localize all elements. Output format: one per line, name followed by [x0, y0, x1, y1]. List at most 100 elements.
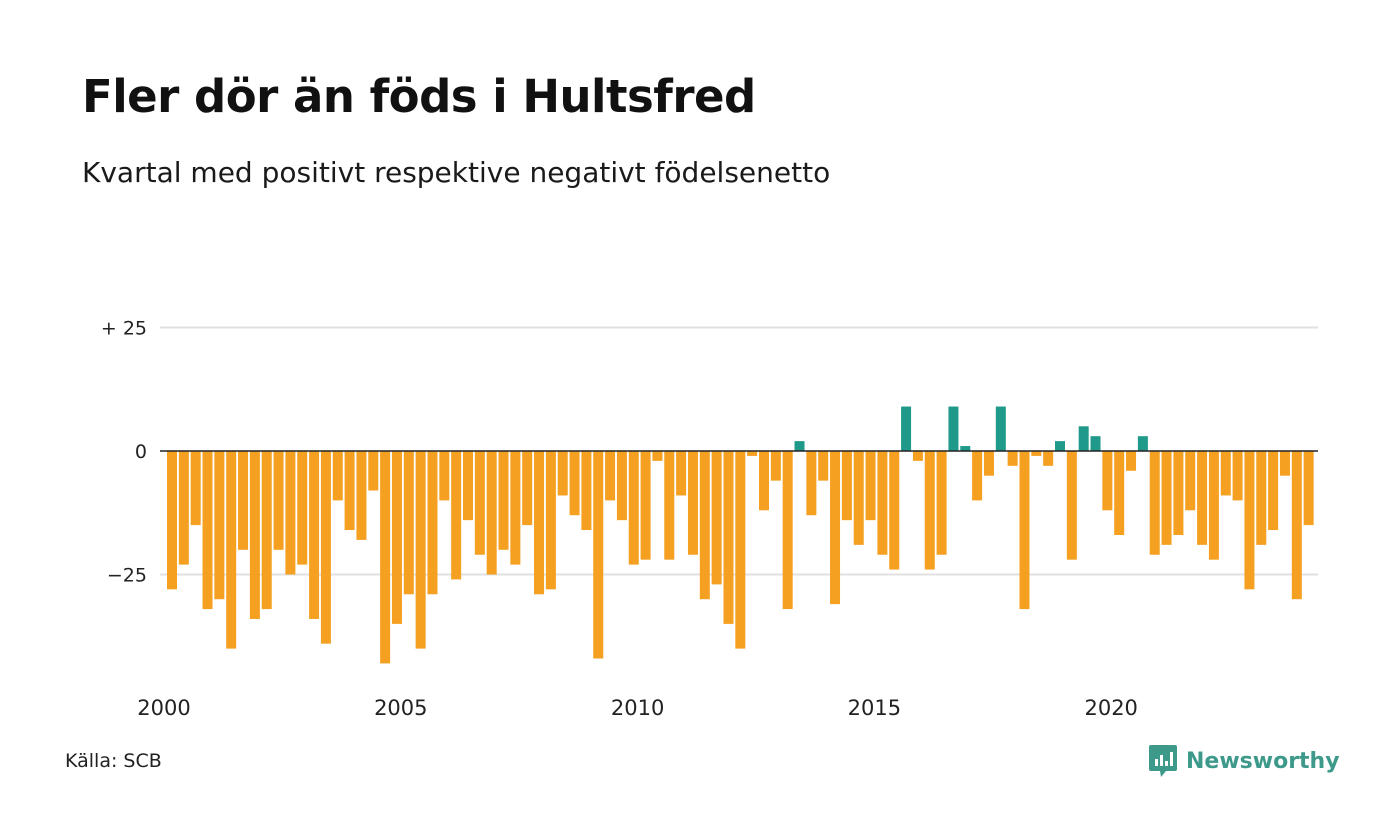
bar-2010-q1 — [640, 451, 651, 560]
bar-2009-q4 — [628, 451, 639, 565]
bar-2004-q3 — [380, 451, 391, 664]
bar-2000-q2 — [178, 451, 189, 565]
bar-2003-q3 — [332, 451, 343, 501]
bar-2011-q1 — [687, 451, 698, 555]
bar-2010-q3 — [664, 451, 675, 560]
bar-2019-q1 — [1066, 451, 1077, 560]
bar-2015-q4 — [912, 451, 923, 461]
bar-2014-q1 — [830, 451, 841, 605]
bar-2001-q2 — [226, 451, 237, 649]
bar-2017-q4 — [1007, 451, 1018, 466]
bar-2012-q4 — [770, 451, 781, 481]
bar-2023-q2 — [1268, 451, 1279, 531]
bar-2022-q3 — [1232, 451, 1243, 501]
bar-2013-q1 — [782, 451, 793, 610]
bar-2008-q2 — [557, 451, 568, 496]
bar-2024-q1 — [1303, 451, 1314, 526]
x-tick-label: 2010 — [611, 696, 664, 720]
bar-2022-q2 — [1220, 451, 1231, 496]
bar-2001-q3 — [238, 451, 249, 550]
bar-2001-q1 — [214, 451, 225, 600]
bar-2016-q2 — [936, 451, 947, 555]
bar-2009-q3 — [616, 451, 627, 521]
bar-2002-q2 — [273, 451, 284, 550]
bar-2019-q2 — [1078, 426, 1089, 451]
bar-2021-q2 — [1173, 451, 1184, 535]
bar-2011-q4 — [723, 451, 734, 624]
y-tick-label: + 25 — [101, 318, 147, 340]
y-tick-label: −25 — [107, 565, 147, 587]
bar-2009-q2 — [605, 451, 616, 501]
bar-2007-q3 — [522, 451, 533, 526]
bar-2015-q2 — [889, 451, 900, 570]
bar-2021-q3 — [1185, 451, 1196, 511]
bar-2022-q4 — [1244, 451, 1255, 590]
bar-2014-q2 — [841, 451, 852, 521]
bar-2018-q2 — [1031, 451, 1042, 456]
bar-2000-q1 — [167, 451, 177, 590]
bar-2008-q4 — [581, 451, 592, 531]
bar-2007-q4 — [534, 451, 545, 595]
x-tick-label: 2000 — [137, 696, 190, 720]
bar-2008-q3 — [569, 451, 580, 516]
bar-2023-q4 — [1291, 451, 1302, 600]
bar-2000-q4 — [202, 451, 213, 610]
bar-2016-q3 — [948, 406, 959, 451]
bar-2008-q1 — [545, 451, 556, 590]
bar-2013-q4 — [818, 451, 829, 481]
bar-2006-q4 — [486, 451, 497, 575]
bar-2019-q3 — [1090, 436, 1101, 451]
bar-2012-q1 — [735, 451, 746, 649]
bar-2013-q3 — [806, 451, 817, 516]
bar-2004-q4 — [391, 451, 402, 624]
brand-name: Newsworthy — [1186, 748, 1340, 774]
bar-2015-q1 — [877, 451, 888, 555]
bar-2004-q2 — [368, 451, 379, 491]
bar-2005-q1 — [403, 451, 414, 595]
bar-2017-q3 — [995, 406, 1006, 451]
bar-2007-q2 — [510, 451, 521, 565]
bar-2020-q2 — [1126, 451, 1137, 471]
bar-2022-q1 — [1208, 451, 1219, 560]
y-tick-label: 0 — [135, 441, 147, 463]
bar-2002-q3 — [285, 451, 296, 575]
bar-2017-q1 — [972, 451, 983, 501]
bar-2023-q1 — [1256, 451, 1267, 545]
bar-2010-q2 — [652, 451, 663, 461]
bar-2003-q1 — [309, 451, 320, 619]
bar-2005-q3 — [427, 451, 438, 595]
bar-2012-q3 — [759, 451, 769, 511]
brand-logo: Newsworthy — [1148, 744, 1340, 778]
bar-2018-q3 — [1043, 451, 1054, 466]
bars — [167, 406, 1314, 664]
bar-2021-q1 — [1161, 451, 1172, 545]
bar-2020-q4 — [1149, 451, 1160, 555]
bar-2005-q4 — [439, 451, 450, 501]
bar-2002-q1 — [261, 451, 272, 610]
bar-2017-q2 — [983, 451, 994, 476]
bar-2019-q4 — [1102, 451, 1113, 511]
bar-2018-q1 — [1019, 451, 1030, 610]
bar-2002-q4 — [297, 451, 308, 565]
bar-2011-q3 — [711, 451, 722, 585]
bar-2020-q3 — [1137, 436, 1148, 451]
newsworthy-logo-icon — [1149, 745, 1177, 777]
x-tick-label: 2015 — [848, 696, 901, 720]
bar-2007-q1 — [498, 451, 509, 550]
bar-2014-q4 — [865, 451, 876, 521]
bar-2001-q4 — [249, 451, 260, 619]
bar-2023-q3 — [1279, 451, 1290, 476]
x-tick-label: 2020 — [1084, 696, 1137, 720]
axes: + 25 0 −25 2000 2005 2010 2015 2020 — [101, 318, 1318, 720]
bar-2021-q4 — [1197, 451, 1208, 545]
bar-2004-q1 — [356, 451, 367, 540]
bar-2000-q3 — [190, 451, 201, 526]
bar-2006-q2 — [463, 451, 473, 521]
bar-2006-q3 — [474, 451, 485, 555]
chart-title: Fler dör än föds i Hultsfred — [82, 70, 756, 123]
bar-2013-q2 — [794, 441, 805, 451]
bar-2016-q1 — [924, 451, 935, 570]
bar-2014-q3 — [853, 451, 864, 545]
bar-2011-q2 — [699, 451, 710, 600]
